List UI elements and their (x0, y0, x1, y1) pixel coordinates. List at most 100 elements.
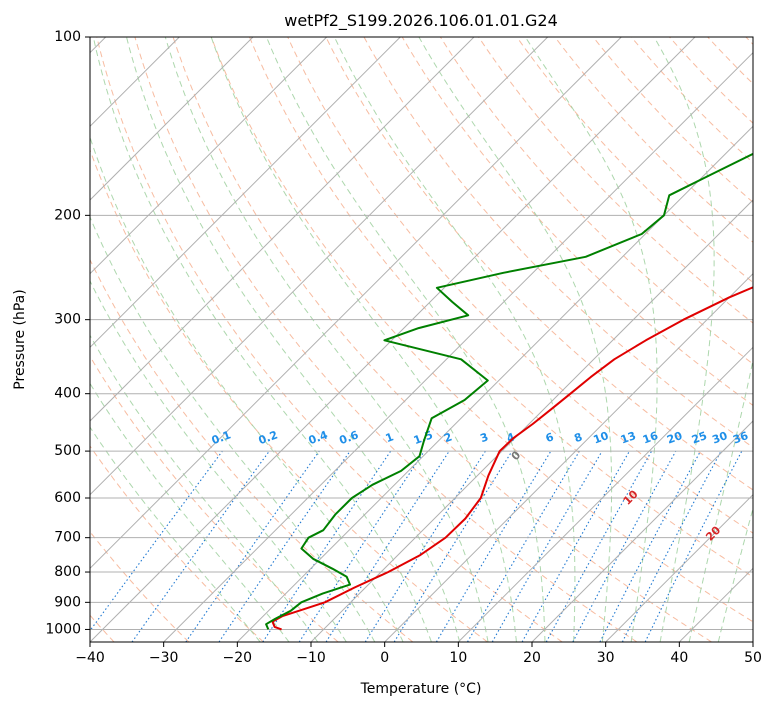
mixing-ratio-label: 1 (384, 430, 396, 445)
x-tick-label: −40 (75, 650, 105, 666)
y-tick-label: 700 (54, 530, 81, 546)
mixing-ratio-line (131, 450, 270, 642)
dry-adiabat-line (90, 148, 488, 642)
x-tick-label: 50 (744, 650, 762, 666)
y-tick-label: 1000 (45, 621, 81, 637)
mixing-ratio-label: 30 (710, 429, 729, 447)
mixing-ratio-label: 3 (478, 430, 490, 445)
dry-adiabat-line (745, 37, 753, 46)
dry-adiabat-line (592, 37, 753, 203)
mixing-ratio-line (644, 450, 743, 642)
dry-adiabat-line (249, 37, 753, 578)
y-tick-label: 200 (54, 207, 81, 223)
isotherm-line (90, 37, 622, 570)
isotherm-line (90, 37, 401, 349)
isotherm-line (163, 51, 753, 642)
mixing-ratio-label: 10 (592, 429, 611, 447)
mixing-ratio-label: 0.6 (338, 428, 361, 447)
dry-adiabat-line (325, 37, 753, 491)
moist-adiabat-line (653, 37, 715, 642)
mixing-ratio-line (572, 450, 677, 642)
grid-lines (90, 37, 753, 642)
dewpoint-profile (265, 152, 753, 630)
x-tick-label: −10 (296, 650, 326, 666)
isotherm-line (457, 346, 753, 642)
dry-adiabat-line (516, 37, 753, 284)
isotherm-line (605, 493, 753, 642)
mixing-ratio-line (521, 450, 630, 642)
moist-adiabat-line (90, 382, 290, 642)
mixing-ratio-label: 16 (641, 429, 660, 447)
x-tick-label: 10 (449, 650, 467, 666)
moist-adiabat-line (90, 135, 404, 642)
plot-frame (89, 36, 754, 643)
mixing-ratio-label: 8 (572, 430, 584, 445)
mixing-ratio-label: 0.2 (257, 428, 280, 447)
moist-adiabat-line (92, 37, 432, 642)
dry-adiabat-line (96, 37, 563, 642)
mixing-ratio-label: 4 (505, 430, 517, 445)
chart-title: wetPf2_S199.2026.106.01.01.G24 (284, 11, 558, 31)
mixing-ratio-line (435, 450, 552, 642)
x-axis: −40 −30 −20 −10 0 10 20 30 40 50 (75, 642, 762, 666)
y-axis-label: Pressure (hPa) (12, 289, 28, 389)
dry-adiabat-line (90, 258, 414, 642)
y-tick-label: 100 (54, 29, 81, 45)
isotherm-line (90, 37, 549, 496)
isotherm-line (531, 420, 753, 642)
y-tick-label: 400 (54, 386, 81, 402)
y-axis: 100 200 300 400 500 600 700 800 900 1000 (45, 29, 90, 637)
mixing-ratio-label: 36 (731, 429, 750, 447)
x-tick-label: −30 (149, 650, 179, 666)
moist-adiabat-line (717, 506, 753, 642)
mixing-ratio-line (325, 450, 450, 642)
isotherm-line (90, 37, 696, 642)
moist-adiabat-line (90, 215, 376, 642)
dry-adiabat-line (90, 355, 339, 642)
moist-adiabat-line (333, 37, 576, 642)
isotherm-line (310, 199, 753, 642)
mixing-ratio-label: 13 (619, 429, 638, 446)
moist-adiabat-label: 20 (703, 523, 723, 543)
background-lines (90, 37, 753, 642)
x-tick-label: 20 (523, 650, 541, 666)
isotherm-line (90, 37, 328, 275)
isotherm-line (752, 641, 753, 642)
dry-adiabat-line (210, 37, 753, 623)
isotherm-line (90, 37, 254, 201)
mixing-ratio-line (298, 450, 425, 642)
moist-adiabat-line (266, 37, 546, 642)
y-tick-label: 900 (54, 594, 81, 610)
dry-adiabat-line (669, 37, 753, 124)
dry-adiabat-line (134, 37, 638, 642)
temperature-profile (271, 286, 753, 631)
mixing-ratio-label: 1.5 (412, 428, 435, 447)
moist-adiabat-line (524, 37, 658, 642)
mixing-ratio-line (185, 450, 320, 642)
dry-adiabat-line (439, 37, 753, 365)
mixing-ratio-label: 25 (690, 429, 709, 446)
line-labels: -100-90-80-70-60-50-40-30-20-100.10.20.4… (210, 428, 750, 543)
moist-adiabat-line (418, 37, 613, 642)
moist-adiabat-label: 10 (621, 487, 641, 507)
x-tick-label: 0 (380, 650, 389, 666)
moist-adiabat-line (90, 334, 319, 642)
y-tick-label: 600 (54, 490, 81, 506)
moist-adiabat-line (688, 358, 753, 642)
moist-adiabat-line (164, 37, 489, 642)
isotherm-line (384, 272, 753, 642)
mixing-ratio-line (599, 450, 701, 642)
y-tick-label: 500 (54, 443, 81, 459)
mixing-ratio-label: 2 (442, 430, 454, 445)
x-axis-label: Temperature (°C) (360, 681, 482, 697)
isotherm-line (90, 37, 475, 422)
isotherm-line (678, 567, 753, 642)
moist-adiabat-line (90, 426, 261, 642)
mixing-ratio-line (393, 450, 513, 642)
mixing-ratio-line (218, 450, 351, 642)
mixing-ratio-line (262, 450, 392, 642)
profile-lines (265, 152, 753, 631)
x-tick-label: 40 (670, 650, 688, 666)
mixing-ratio-label: 20 (665, 429, 684, 447)
